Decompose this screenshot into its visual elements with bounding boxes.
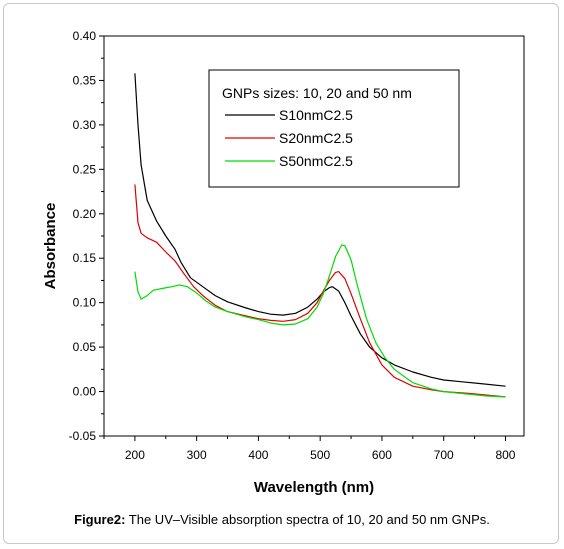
y-tick-label: 0.30 [73,118,97,132]
series-line-s50nmc2.5 [134,244,506,398]
series-lines [134,73,506,398]
legend-label: S10nmC2.5 [279,107,353,123]
x-axis-label: Wavelength (nm) [254,479,374,496]
x-tick-label: 800 [495,448,515,462]
series-line-s10nmc2.5 [134,73,506,387]
caption-label: Figure2: [74,512,126,527]
caption-text: The UV–Visible absorption spectra of 10,… [125,512,490,527]
legend: GNPs sizes: 10, 20 and 50 nm S10nmC2.5 S2… [208,69,460,188]
legend-items: S10nmC2.5 S20nmC2.5 S50nmC2.5 [225,107,353,169]
legend-label: S50nmC2.5 [279,153,353,169]
y-tick-label: 0.35 [73,73,97,87]
x-tick-label: 500 [310,448,330,462]
y-axis-ticks: -0.05 0.00 0.05 0.10 0.15 0.20 0.25 0.30 0.35 0.4… [69,29,104,443]
x-tick-label: 700 [434,448,454,462]
x-tick-label: 600 [372,448,392,462]
y-tick-label: 0.00 [73,385,97,399]
legend-title: GNPs sizes: 10, 20 and 50 nm [222,85,412,101]
y-tick-label: 0.05 [73,340,97,354]
y-tick-label: 0.25 [73,162,97,176]
x-tick-label: 400 [248,448,268,462]
x-tick-label: 300 [187,448,207,462]
x-axis-ticks: 200 300 400 500 600 700 800 [103,436,516,462]
y-axis-label: Absorbance [42,203,59,290]
y-tick-label: 0.20 [73,207,97,221]
y-tick-label: 0.15 [73,251,97,265]
figure-caption: Figure2: The UV–Visible absorption spect… [0,512,564,527]
y-tick-label: 0.40 [73,29,97,43]
y-tick-label: 0.10 [73,296,97,310]
series-line-s20nmc2.5 [134,184,506,398]
legend-box [208,69,460,188]
plot-area: 200 300 400 500 600 700 800 -0.05 0.00 0.05 0.10 0… [69,29,525,462]
y-tick-label: -0.05 [69,429,97,443]
x-tick-label: 200 [125,448,145,462]
figure-frame [3,3,559,544]
legend-label: S20nmC2.5 [279,130,353,146]
